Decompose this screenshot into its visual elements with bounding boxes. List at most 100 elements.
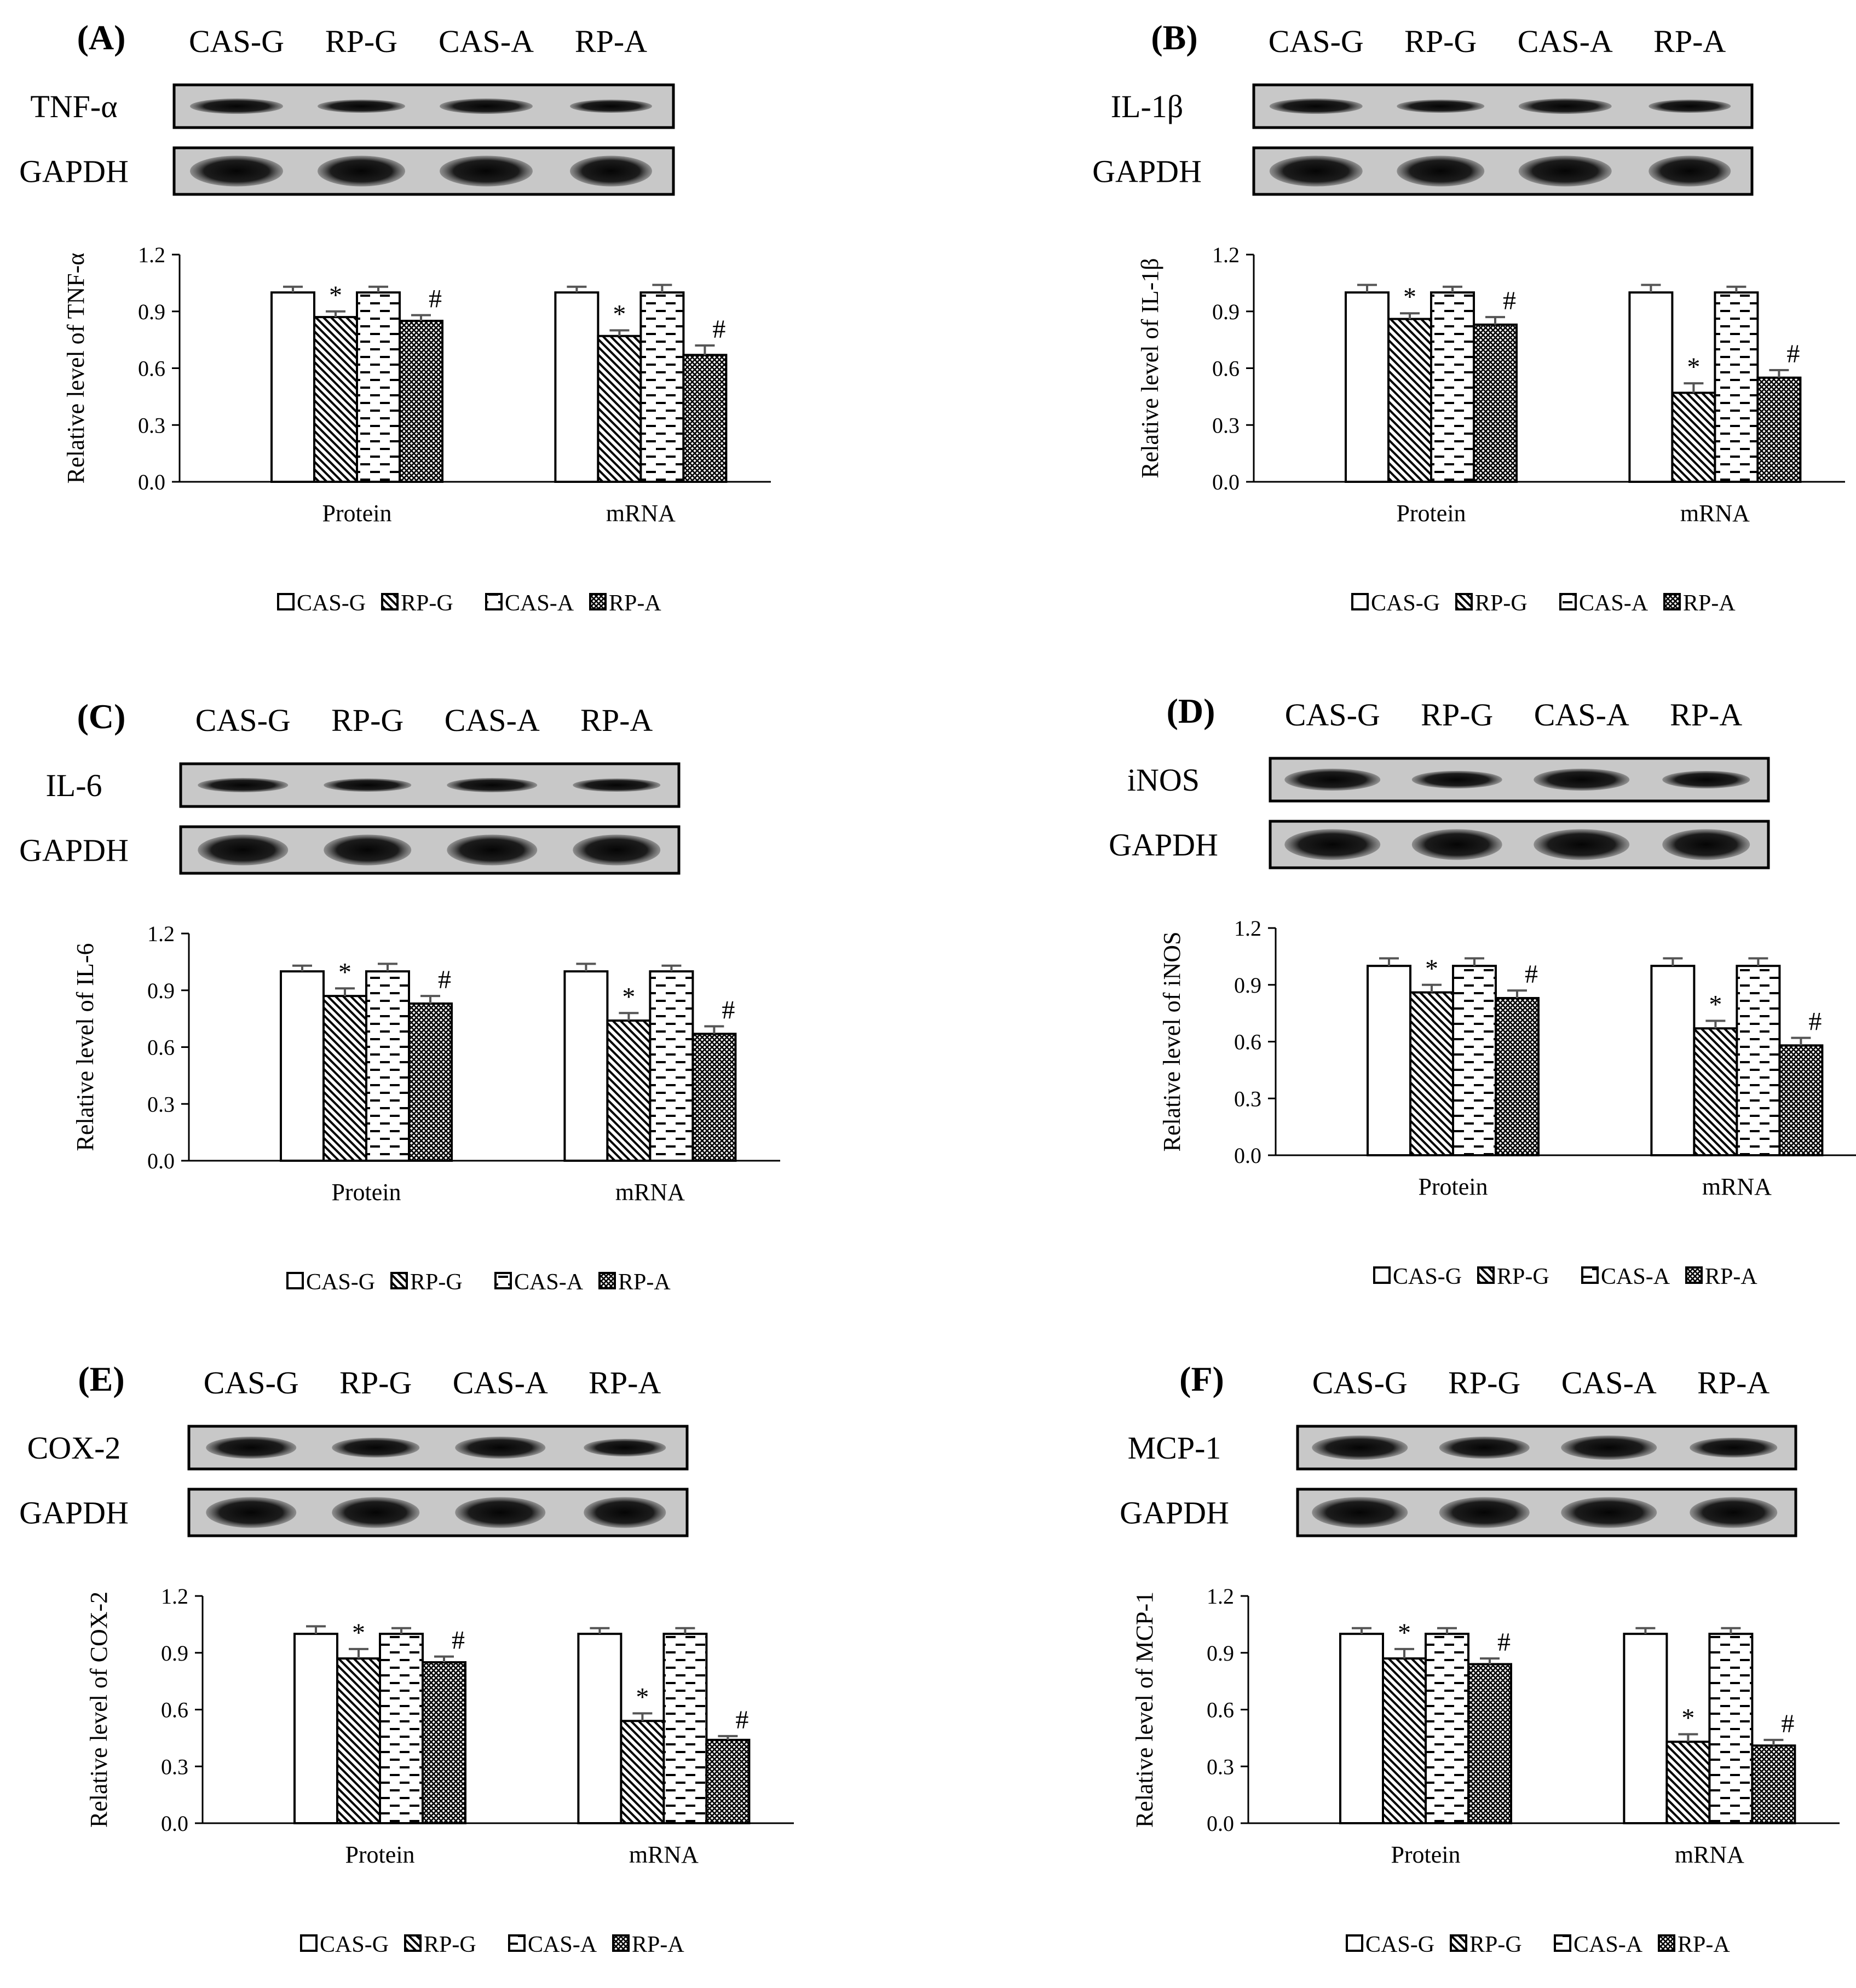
legend-label: RP-G	[401, 591, 453, 616]
blot-band	[570, 155, 652, 187]
significance-mark: *	[613, 299, 626, 329]
blot-band	[447, 778, 538, 792]
panel-letter: (C)	[77, 697, 126, 736]
legend-label: CAS-A	[505, 591, 574, 616]
legend: CAS-G RP-G CAS-A RP-A	[1351, 591, 1736, 616]
lane-label: CAS-A	[1534, 697, 1629, 733]
reference-blot	[172, 146, 675, 196]
y-tick-label: 1.2	[1234, 916, 1261, 941]
bar-rp-g	[1382, 1657, 1427, 1824]
legend-swatch	[1351, 593, 1369, 610]
lane-label: RP-G	[1448, 1365, 1520, 1401]
y-tick-label: 0.9	[1207, 1641, 1234, 1666]
blot-band	[324, 834, 412, 866]
significance-mark: #	[735, 1705, 748, 1735]
legend-label: CAS-G	[1371, 591, 1440, 616]
significance-mark: *	[1709, 990, 1722, 1019]
legend-swatch	[1581, 1266, 1599, 1284]
panel-letter: (F)	[1179, 1359, 1224, 1398]
blot-band	[332, 1497, 420, 1528]
x-category-label: mRNA	[606, 500, 676, 527]
legend-swatch	[1685, 1266, 1703, 1284]
bar-rp-g	[606, 1019, 652, 1162]
bar-cas-a	[1708, 1633, 1754, 1825]
bar-cas-a	[379, 1633, 424, 1825]
y-tick-label: 0.0	[161, 1811, 188, 1836]
reference-blot	[1252, 146, 1754, 196]
bar-rp-g	[597, 335, 642, 483]
target-blot	[187, 1425, 689, 1471]
blot-band	[1649, 155, 1731, 187]
legend-label: CAS-G	[1365, 1932, 1434, 1957]
x-category-label: mRNA	[1680, 500, 1750, 527]
x-category-label: Protein	[331, 1179, 401, 1206]
reference-blot	[187, 1488, 689, 1537]
target-blot	[179, 762, 681, 808]
bar-cas-g	[1623, 1633, 1668, 1825]
blot-band	[318, 155, 405, 187]
legend-swatch	[390, 1272, 408, 1289]
lane-label: RP-A	[589, 1365, 661, 1401]
y-tick-label: 0.9	[147, 978, 175, 1003]
blot-band	[1269, 155, 1363, 187]
blot-band	[584, 1439, 666, 1456]
bar-cas-a	[365, 970, 410, 1162]
bar-rp-g	[1671, 391, 1716, 483]
legend-label: CAS-G	[306, 1270, 375, 1295]
bar-rp-g	[322, 995, 367, 1162]
blot-band	[1312, 1497, 1408, 1528]
legend-label: CAS-A	[1601, 1264, 1670, 1289]
legend-swatch	[300, 1934, 318, 1952]
bar-cas-g	[1367, 965, 1411, 1156]
panel-c: (C) CAS-G RP-G CAS-A RP-AIL-6GAPDH0.00.30.60…	[19, 697, 780, 1295]
y-tick-label: 0.9	[161, 1641, 188, 1666]
lane-label: CAS-A	[1561, 1365, 1657, 1401]
blot-band	[1411, 771, 1502, 788]
blot-band	[1284, 769, 1381, 791]
y-tick-label: 0.0	[1234, 1143, 1261, 1168]
target-blot	[1252, 83, 1754, 129]
bar-cas-a	[1452, 965, 1497, 1156]
x-category-label: Protein	[1418, 1173, 1488, 1200]
legend-label: RP-A	[618, 1270, 671, 1295]
blot-band	[573, 834, 661, 866]
legend-swatch	[1554, 1934, 1571, 1952]
blot-band	[206, 1437, 297, 1459]
x-category-label: Protein	[322, 500, 391, 527]
bar-rp-g	[1387, 318, 1432, 483]
reference-blot	[179, 825, 681, 875]
bar-rp-a	[1751, 1744, 1796, 1824]
y-tick-label: 0.0	[147, 1149, 175, 1173]
y-tick-label: 0.3	[161, 1754, 188, 1779]
significance-mark: *	[636, 1682, 649, 1712]
lane-label: CAS-A	[439, 24, 534, 59]
legend-label: CAS-A	[514, 1270, 584, 1295]
x-category-label: Protein	[1391, 1841, 1460, 1868]
blot-band	[190, 155, 283, 187]
blot-band	[447, 834, 538, 866]
reference-label: GAPDH	[1109, 827, 1218, 863]
legend-swatch	[598, 1272, 616, 1289]
bar-cas-a	[662, 1633, 708, 1825]
reference-blot	[1296, 1488, 1797, 1537]
legend-swatch	[1559, 593, 1577, 610]
significance-mark: *	[1425, 954, 1438, 983]
bar-cas-g	[1345, 291, 1390, 483]
blot-band	[190, 99, 283, 114]
y-tick-label: 0.6	[161, 1698, 188, 1722]
legend: CAS-G RP-G CAS-A RP-A	[1373, 1264, 1757, 1289]
x-category-label: Protein	[345, 1841, 414, 1868]
y-tick-label: 0.3	[147, 1092, 175, 1116]
bar-cas-g	[554, 291, 600, 483]
x-category-label: Protein	[1396, 500, 1466, 527]
legend: CAS-G RP-G CAS-A RP-A	[277, 591, 661, 616]
y-axis-label: Relative level of COX-2	[85, 1592, 112, 1828]
legend-swatch	[286, 1272, 304, 1289]
lane-label: CAS-G	[204, 1365, 299, 1401]
target-blot	[1269, 757, 1770, 803]
legend-swatch	[1450, 1934, 1467, 1952]
lane-label: RP-G	[1404, 24, 1477, 59]
lane-label: CAS-A	[445, 702, 540, 738]
y-tick-label: 0.9	[1212, 299, 1240, 324]
significance-mark: #	[712, 315, 725, 344]
